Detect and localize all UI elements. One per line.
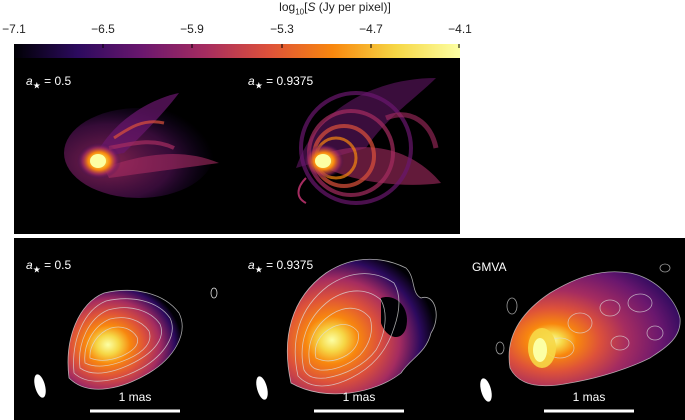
colorbar-tick: −7.1 [2,22,26,36]
colorbar-title: log10[S (Jy per pixel)] [279,0,391,17]
synthetic-image-low-spin: a★ = 0.5 1 mas [14,238,236,420]
gmva-observation-panel: GMVA 1 mas [460,238,685,420]
colorbar-tick: −4.7 [359,22,383,36]
scale-bar-label: 1 mas [118,390,152,404]
synthetic-image-high-spin: a★ = 0.9375 1 mas [236,238,460,420]
colorbar: log10[S (Jy per pixel)] −7.1 −6.5 −5.9 −… [0,0,685,64]
simulation-panel-high-spin: a★ = 0.9375 [236,58,460,234]
colorbar-tick: −4.1 [448,22,472,36]
colorbar-tick: −5.9 [180,22,204,36]
scale-bar-label: 1 mas [342,390,376,404]
scale-bar-label: 1 mas [572,390,606,404]
colorbar-tick: −5.3 [270,22,294,36]
spin-label: a★ = 0.9375 [248,74,314,91]
spin-label: a★ = 0.5 [26,258,72,275]
colorbar-tick: −6.5 [91,22,115,36]
colorbar-gradient [14,44,460,58]
spin-label: a★ = 0.9375 [248,258,314,275]
spin-label: a★ = 0.5 [26,74,72,91]
simulation-panel-low-spin: a★ = 0.5 [14,58,236,234]
gmva-label: GMVA [472,260,507,274]
